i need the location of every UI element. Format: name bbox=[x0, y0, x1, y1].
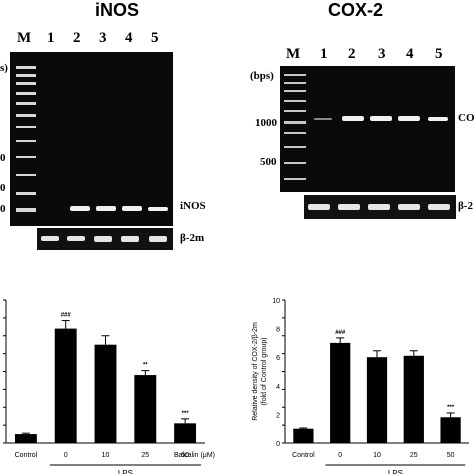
bar bbox=[366, 357, 388, 443]
lane-label: 1 bbox=[47, 30, 55, 46]
bar bbox=[134, 375, 157, 443]
y-axis-label: Relative density of COX-2/β-2m (fold of C… bbox=[252, 322, 268, 421]
cox2-bp-mark: 1000 bbox=[255, 117, 277, 129]
cox2-title: COX-2 bbox=[328, 0, 384, 20]
bar bbox=[330, 342, 351, 443]
significance-label: *** bbox=[447, 405, 455, 411]
lane-label: 3 bbox=[99, 30, 107, 46]
y-tick-label: 0 bbox=[276, 441, 280, 448]
lane-label: 2 bbox=[73, 30, 81, 46]
lps-label: LPS bbox=[118, 469, 133, 474]
x-tick-label: 25 bbox=[410, 452, 418, 459]
lane-label: M bbox=[286, 46, 301, 62]
cox2-gene-label: CO bbox=[458, 112, 474, 124]
x-tick-label: 0 bbox=[64, 452, 68, 459]
significance-label: *** bbox=[182, 411, 190, 417]
bar bbox=[94, 344, 117, 443]
marker-ladder bbox=[16, 66, 36, 212]
y-tick-label: 6 bbox=[276, 355, 280, 362]
cox2-bp-mark: 500 bbox=[260, 156, 277, 168]
x-tick-label: Control bbox=[292, 452, 315, 459]
x-tick-label: 0 bbox=[338, 452, 342, 459]
bar bbox=[174, 423, 197, 443]
significance-label: ### bbox=[335, 330, 346, 336]
y-tick-label: 10 bbox=[272, 298, 280, 305]
lane-label: 3 bbox=[378, 46, 386, 62]
inos-bp-label: 0 bbox=[0, 203, 6, 215]
lane-label: 2 bbox=[348, 46, 356, 62]
x-axis-prefix: Baicalin (μM) bbox=[174, 452, 215, 459]
inos-bp-label: s) bbox=[0, 62, 8, 74]
lane-label: 4 bbox=[125, 30, 133, 46]
significance-label: ** bbox=[143, 363, 148, 369]
cox2-ref-label: β-2 bbox=[458, 200, 473, 212]
x-tick-label: 50 bbox=[181, 452, 189, 459]
inos-title: iNOS bbox=[95, 0, 140, 20]
x-tick-label: Control bbox=[15, 452, 38, 459]
x-tick-label: 10 bbox=[373, 452, 381, 459]
inos-bp-label: 0 bbox=[0, 182, 6, 194]
inos-gel bbox=[10, 52, 173, 226]
cox2-bands bbox=[314, 116, 448, 121]
lane-label: 1 bbox=[320, 46, 328, 62]
lps-label: LPS bbox=[388, 469, 403, 474]
inos-bp-label: 0 bbox=[0, 152, 6, 164]
y-tick-label: 2 bbox=[276, 412, 280, 419]
significance-label: ### bbox=[61, 313, 72, 319]
lane-label: 5 bbox=[151, 30, 159, 46]
bar bbox=[403, 355, 424, 443]
lane-label: 4 bbox=[406, 46, 414, 62]
y-tick-label: 4 bbox=[276, 384, 280, 391]
cox2-bar-chart: 0 2 4 6 8 10 Control ### 0 10 25 *** 50 LPS Relative d… bbox=[252, 298, 469, 474]
cox2-ref-gel bbox=[304, 195, 456, 219]
inos-bands bbox=[70, 206, 168, 211]
inos-lane-labels: M 1 2 3 4 5 bbox=[0, 30, 200, 50]
cox2-gel bbox=[280, 66, 455, 192]
y-axis-label-line: (fold of Control group) bbox=[261, 337, 268, 405]
inos-ref-label: β-2m bbox=[180, 232, 205, 244]
y-tick-label: 8 bbox=[276, 327, 280, 334]
bar bbox=[14, 434, 37, 443]
marker-ladder bbox=[284, 74, 306, 180]
y-axis-label-line: Relative density of COX-2/β-2m bbox=[252, 322, 259, 421]
x-tick-label: 25 bbox=[141, 452, 149, 459]
x-tick-label: 10 bbox=[102, 452, 110, 459]
cox2-lane-labels: M 1 2 3 4 5 bbox=[280, 46, 474, 66]
inos-gene-label: iNOS bbox=[180, 200, 206, 212]
x-tick-label: 50 bbox=[447, 452, 455, 459]
cox2-bp-unit: (bps) bbox=[250, 70, 274, 82]
bar bbox=[293, 428, 314, 443]
bar bbox=[54, 328, 77, 443]
lane-label: 5 bbox=[435, 46, 443, 62]
bar bbox=[440, 417, 461, 443]
inos-ref-gel bbox=[37, 228, 173, 250]
lane-label: M bbox=[17, 30, 32, 46]
